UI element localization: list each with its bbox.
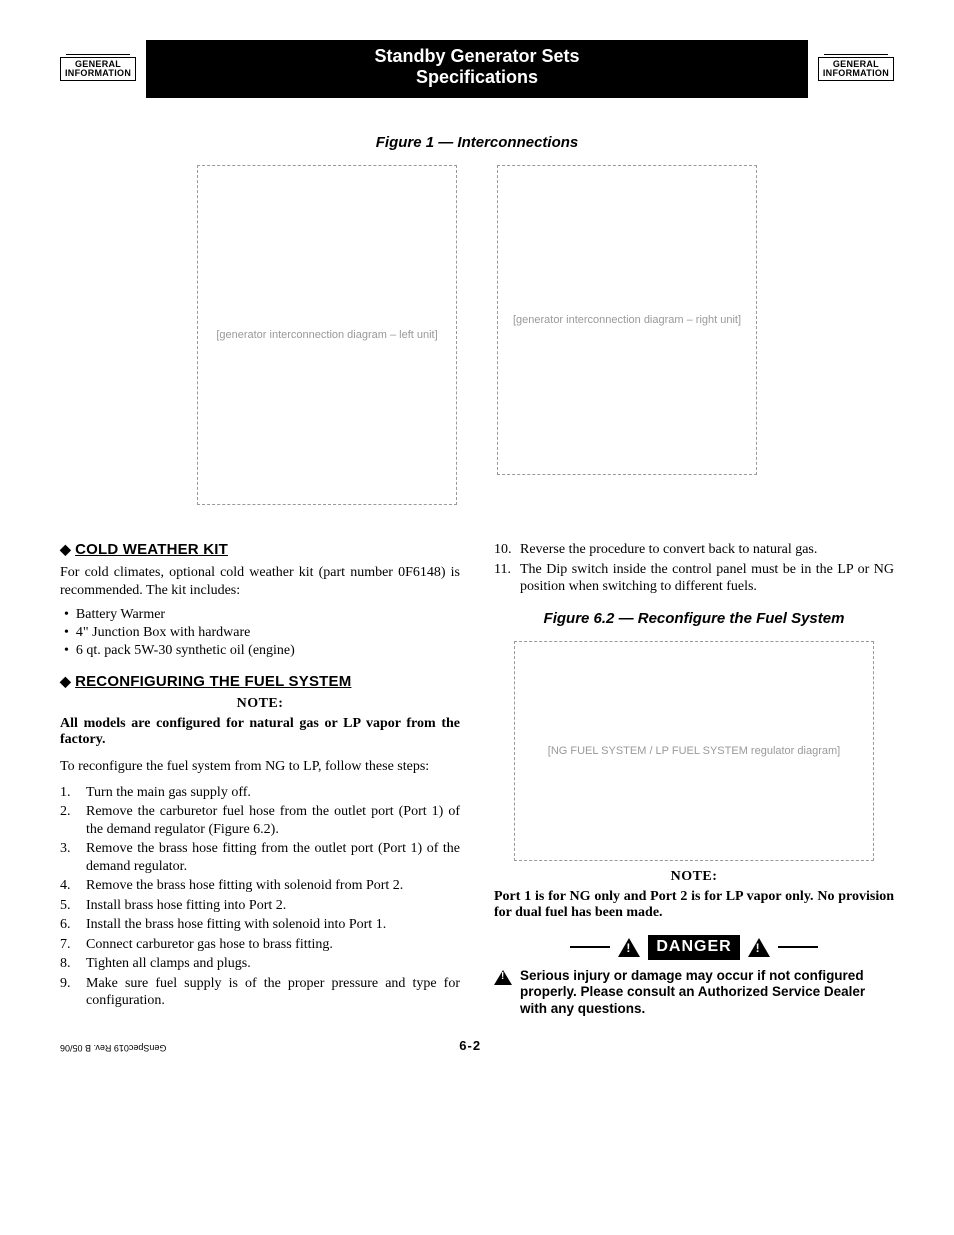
figure1-area: [generator interconnection diagram – lef… (60, 165, 894, 505)
danger-rule-left (570, 946, 610, 948)
figure1-caption: Figure 1 — Interconnections (60, 134, 894, 151)
badge-line2: INFORMATION (823, 69, 889, 78)
left-column: COLD WEATHER KIT For cold climates, opti… (60, 541, 460, 1020)
reconfig-steps-right: Reverse the procedure to convert back to… (494, 541, 894, 596)
danger-text: Serious injury or damage may occur if no… (520, 968, 894, 1019)
step: Install brass hose fitting into Port 2. (60, 897, 460, 915)
footer-docid: GenSpec019 Rev. B 05/06 (60, 1043, 166, 1053)
body-columns: COLD WEATHER KIT For cold climates, opti… (60, 541, 894, 1020)
list-item: 4" Junction Box with hardware (64, 625, 460, 641)
cold-weather-heading: COLD WEATHER KIT (60, 541, 460, 558)
step: The Dip switch inside the control panel … (494, 561, 894, 596)
figure1-left-diagram: [generator interconnection diagram – lef… (197, 165, 457, 505)
list-item: Battery Warmer (64, 607, 460, 623)
note2-body: Port 1 is for NG only and Port 2 is for … (494, 889, 894, 921)
header-badge-right: GENERAL INFORMATION (818, 57, 894, 81)
warning-triangle-icon (494, 970, 512, 985)
footer-pagenum: 6-2 (459, 1038, 481, 1053)
badge-line2: INFORMATION (65, 69, 131, 78)
header-title-line1: Standby Generator Sets (146, 46, 808, 67)
figure62-area: [NG FUEL SYSTEM / LP FUEL SYSTEM regulat… (494, 641, 894, 861)
danger-bar: DANGER (494, 935, 894, 960)
step: Reverse the procedure to convert back to… (494, 541, 894, 559)
step: Remove the carburetor fuel hose from the… (60, 803, 460, 838)
step: Install the brass hose fitting with sole… (60, 916, 460, 934)
reconfig-steps-left: Turn the main gas supply off. Remove the… (60, 784, 460, 1010)
figure62-caption: Figure 6.2 — Reconfigure the Fuel System (494, 610, 894, 627)
page-header: GENERAL INFORMATION Standby Generator Se… (60, 40, 894, 98)
page-footer: GenSpec019 Rev. B 05/06 6-2 (60, 1038, 894, 1053)
danger-rule-right (778, 946, 818, 948)
note-body: All models are configured for natural ga… (60, 716, 460, 748)
warning-triangle-icon (618, 938, 640, 957)
warning-triangle-icon (748, 938, 770, 957)
figure1-right-diagram: [generator interconnection diagram – rig… (497, 165, 757, 475)
figure62-diagram: [NG FUEL SYSTEM / LP FUEL SYSTEM regulat… (514, 641, 874, 861)
reconfig-lead: To reconfigure the fuel system from NG t… (60, 758, 460, 776)
danger-label: DANGER (648, 935, 739, 960)
danger-text-row: Serious injury or damage may occur if no… (494, 968, 894, 1019)
step: Tighten all clamps and plugs. (60, 955, 460, 973)
header-badge-left: GENERAL INFORMATION (60, 57, 136, 81)
step: Make sure fuel supply is of the proper p… (60, 975, 460, 1010)
list-item: 6 qt. pack 5W-30 synthetic oil (engine) (64, 643, 460, 659)
reconfig-heading: RECONFIGURING THE FUEL SYSTEM (60, 673, 460, 690)
note-label: NOTE: (60, 696, 460, 712)
step: Remove the brass hose fitting with solen… (60, 877, 460, 895)
step: Connect carburetor gas hose to brass fit… (60, 936, 460, 954)
step: Turn the main gas supply off. (60, 784, 460, 802)
step: Remove the brass hose fitting from the o… (60, 840, 460, 875)
note2-label: NOTE: (494, 869, 894, 885)
header-title-line2: Specifications (146, 67, 808, 88)
right-column: Reverse the procedure to convert back to… (494, 541, 894, 1020)
header-title: Standby Generator Sets Specifications (146, 40, 808, 98)
cold-weather-list: Battery Warmer 4" Junction Box with hard… (64, 607, 460, 659)
cold-weather-intro: For cold climates, optional cold weather… (60, 564, 460, 599)
